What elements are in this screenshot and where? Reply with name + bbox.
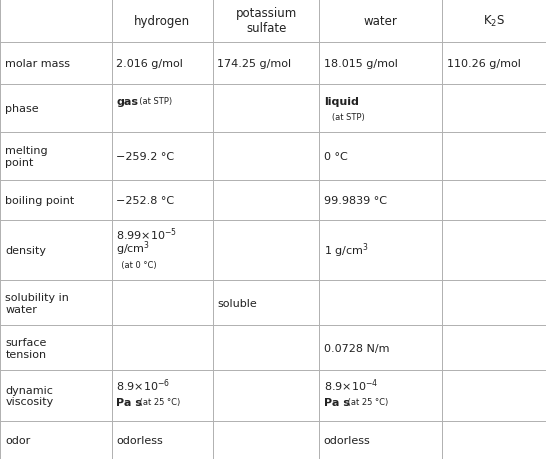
Text: K$_2$S: K$_2$S bbox=[483, 14, 505, 29]
Text: 8.9$\times$10$^{-4}$: 8.9$\times$10$^{-4}$ bbox=[324, 376, 378, 393]
Text: boiling point: boiling point bbox=[5, 196, 75, 205]
Text: Pa s: Pa s bbox=[324, 397, 349, 407]
Text: 0 °C: 0 °C bbox=[324, 151, 347, 162]
Text: 174.25 g/mol: 174.25 g/mol bbox=[217, 58, 292, 68]
Text: −259.2 °C: −259.2 °C bbox=[116, 151, 174, 162]
Text: hydrogen: hydrogen bbox=[134, 15, 191, 28]
Text: phase: phase bbox=[5, 104, 39, 114]
Text: odorless: odorless bbox=[116, 435, 163, 445]
Text: (at STP): (at STP) bbox=[134, 97, 172, 106]
Text: 0.0728 N/m: 0.0728 N/m bbox=[324, 343, 389, 353]
Text: (at STP): (at STP) bbox=[324, 113, 365, 122]
Text: 1 g/cm$^3$: 1 g/cm$^3$ bbox=[324, 241, 369, 260]
Text: (at 25 °C): (at 25 °C) bbox=[137, 397, 180, 406]
Text: g/cm$^3$: g/cm$^3$ bbox=[116, 239, 150, 257]
Text: melting
point: melting point bbox=[5, 146, 48, 168]
Text: odor: odor bbox=[5, 435, 31, 445]
Text: soluble: soluble bbox=[217, 298, 257, 308]
Text: density: density bbox=[5, 246, 46, 256]
Text: −252.8 °C: −252.8 °C bbox=[116, 196, 174, 205]
Text: (at 25 °C): (at 25 °C) bbox=[345, 397, 388, 406]
Text: gas: gas bbox=[116, 96, 138, 106]
Text: (at 0 °C): (at 0 °C) bbox=[116, 260, 157, 269]
Text: surface
tension: surface tension bbox=[5, 337, 47, 359]
Text: dynamic
viscosity: dynamic viscosity bbox=[5, 385, 54, 406]
Text: solubility in
water: solubility in water bbox=[5, 292, 69, 314]
Text: liquid: liquid bbox=[324, 96, 359, 106]
Text: potassium
sulfate: potassium sulfate bbox=[235, 7, 297, 35]
Text: 99.9839 °C: 99.9839 °C bbox=[324, 196, 387, 205]
Text: 8.99$\times$10$^{-5}$: 8.99$\times$10$^{-5}$ bbox=[116, 226, 177, 242]
Text: molar mass: molar mass bbox=[5, 58, 70, 68]
Text: Pa s: Pa s bbox=[116, 397, 142, 407]
Text: 110.26 g/mol: 110.26 g/mol bbox=[447, 58, 520, 68]
Text: 18.015 g/mol: 18.015 g/mol bbox=[324, 58, 397, 68]
Text: odorless: odorless bbox=[324, 435, 371, 445]
Text: 2.016 g/mol: 2.016 g/mol bbox=[116, 58, 183, 68]
Text: water: water bbox=[364, 15, 398, 28]
Text: 8.9$\times$10$^{-6}$: 8.9$\times$10$^{-6}$ bbox=[116, 376, 170, 393]
